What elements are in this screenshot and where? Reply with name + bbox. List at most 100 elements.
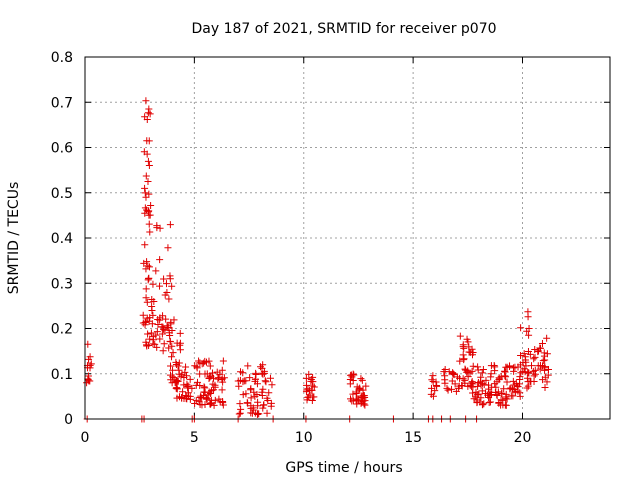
- data-point: [480, 400, 488, 408]
- data-point: [501, 372, 509, 380]
- data-point: [180, 381, 188, 389]
- data-point: [167, 362, 175, 370]
- data-point: [495, 398, 503, 406]
- data-point: [145, 190, 153, 198]
- data-point: [523, 374, 531, 382]
- data-point: [485, 399, 493, 407]
- data-point: [538, 339, 546, 347]
- data-point: [302, 381, 310, 389]
- data-point: [474, 382, 482, 390]
- data-point: [141, 241, 149, 249]
- data-point: [218, 366, 226, 374]
- data-point: [215, 374, 223, 382]
- data-point: [531, 353, 539, 361]
- data-points: [83, 97, 553, 423]
- data-point: [264, 396, 272, 404]
- x-axis-title: GPS time / hours: [285, 460, 402, 476]
- data-point: [141, 319, 149, 327]
- data-point: [357, 375, 365, 383]
- data-point: [206, 362, 214, 370]
- data-point: [193, 364, 201, 372]
- data-point: [87, 360, 95, 368]
- y-tick-label: 0.1: [51, 367, 73, 383]
- data-point: [507, 384, 515, 392]
- data-point: [207, 400, 215, 408]
- data-point: [166, 275, 174, 283]
- data-point: [487, 370, 495, 378]
- data-point: [427, 390, 435, 398]
- data-point: [149, 311, 157, 319]
- data-point: [219, 401, 227, 409]
- data-point: [468, 378, 476, 386]
- data-point: [240, 377, 248, 385]
- data-point: [506, 362, 514, 370]
- data-point: [523, 384, 531, 392]
- data-point: [543, 334, 551, 342]
- data-point: [527, 377, 535, 385]
- data-point: [441, 365, 449, 373]
- data-point: [144, 157, 152, 165]
- data-point: [239, 369, 247, 377]
- y-tick-label: 0.2: [51, 322, 73, 338]
- data-point: [215, 395, 223, 403]
- data-point: [258, 388, 266, 396]
- data-point: [210, 401, 218, 409]
- data-point: [144, 208, 152, 216]
- data-point: [444, 386, 452, 394]
- y-tick-label: 0.7: [51, 95, 73, 111]
- data-point: [176, 329, 184, 337]
- data-point: [509, 377, 517, 385]
- data-point: [246, 374, 254, 382]
- data-point: [160, 275, 168, 283]
- data-point: [152, 331, 160, 339]
- data-point: [461, 365, 469, 373]
- data-point: [174, 377, 182, 385]
- data-point: [144, 178, 152, 186]
- data-point: [195, 398, 203, 406]
- chart-title: Day 187 of 2021, SRMTID for receiver p07…: [191, 21, 496, 37]
- data-point: [350, 371, 358, 379]
- data-point: [142, 97, 150, 105]
- data-point: [479, 366, 487, 374]
- data-point: [169, 349, 177, 357]
- data-point: [156, 282, 164, 290]
- data-point: [252, 369, 260, 377]
- data-point: [428, 376, 436, 384]
- data-point: [248, 409, 256, 417]
- data-point: [145, 220, 153, 228]
- data-point: [472, 388, 480, 396]
- data-point: [302, 388, 310, 396]
- data-point: [359, 397, 367, 405]
- data-point: [463, 335, 471, 343]
- data-point: [142, 285, 150, 293]
- data-point: [141, 189, 149, 197]
- data-point: [149, 340, 157, 348]
- tick-labels: 0 0.1 0.2 0.3 0.4 0.5 0.6 0.7 0.8 0 5 10 15 20: [51, 50, 532, 446]
- data-point: [183, 395, 191, 403]
- data-point: [452, 387, 460, 395]
- data-point: [86, 361, 94, 369]
- data-point: [474, 378, 482, 386]
- data-point: [478, 387, 486, 395]
- data-point: [84, 376, 92, 384]
- data-point: [473, 399, 481, 407]
- data-point: [159, 323, 167, 331]
- data-point: [484, 391, 492, 399]
- data-point: [346, 380, 354, 388]
- data-point: [524, 313, 532, 321]
- data-point: [527, 362, 535, 370]
- data-point: [179, 388, 187, 396]
- data-point: [149, 280, 157, 288]
- data-point: [352, 396, 360, 404]
- data-point: [460, 344, 468, 352]
- data-point: [203, 358, 210, 366]
- data-point: [144, 262, 152, 270]
- data-point: [520, 350, 528, 358]
- data-point: [141, 184, 149, 192]
- data-point: [493, 391, 501, 399]
- data-point: [541, 384, 549, 392]
- data-point: [349, 390, 357, 398]
- data-point: [448, 385, 456, 393]
- data-point: [169, 373, 177, 381]
